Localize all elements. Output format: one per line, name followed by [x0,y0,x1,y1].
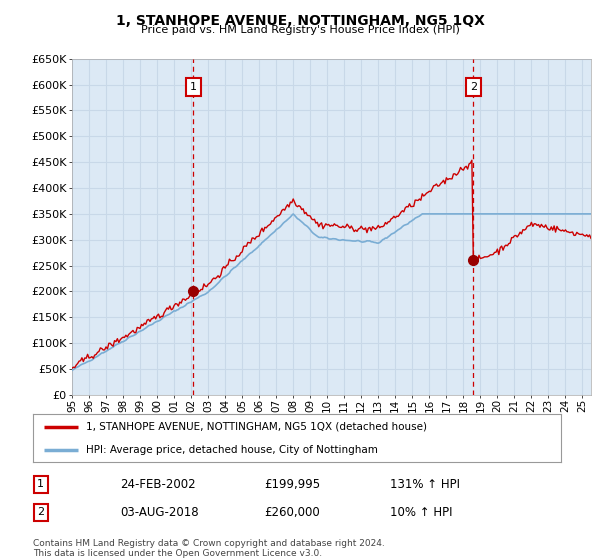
Text: 2: 2 [470,82,477,92]
Text: Price paid vs. HM Land Registry's House Price Index (HPI): Price paid vs. HM Land Registry's House … [140,25,460,35]
Text: 10% ↑ HPI: 10% ↑ HPI [390,506,452,519]
Text: 1: 1 [37,479,44,489]
Text: 24-FEB-2002: 24-FEB-2002 [120,478,196,491]
Text: £260,000: £260,000 [264,506,320,519]
Text: 2: 2 [37,507,44,517]
Text: Contains HM Land Registry data © Crown copyright and database right 2024.
This d: Contains HM Land Registry data © Crown c… [33,539,385,558]
Text: 1: 1 [190,82,197,92]
Text: 1, STANHOPE AVENUE, NOTTINGHAM, NG5 1QX: 1, STANHOPE AVENUE, NOTTINGHAM, NG5 1QX [116,14,484,28]
Text: HPI: Average price, detached house, City of Nottingham: HPI: Average price, detached house, City… [86,445,377,455]
Text: 1, STANHOPE AVENUE, NOTTINGHAM, NG5 1QX (detached house): 1, STANHOPE AVENUE, NOTTINGHAM, NG5 1QX … [86,422,427,432]
Text: 03-AUG-2018: 03-AUG-2018 [120,506,199,519]
Text: £199,995: £199,995 [264,478,320,491]
Text: 131% ↑ HPI: 131% ↑ HPI [390,478,460,491]
